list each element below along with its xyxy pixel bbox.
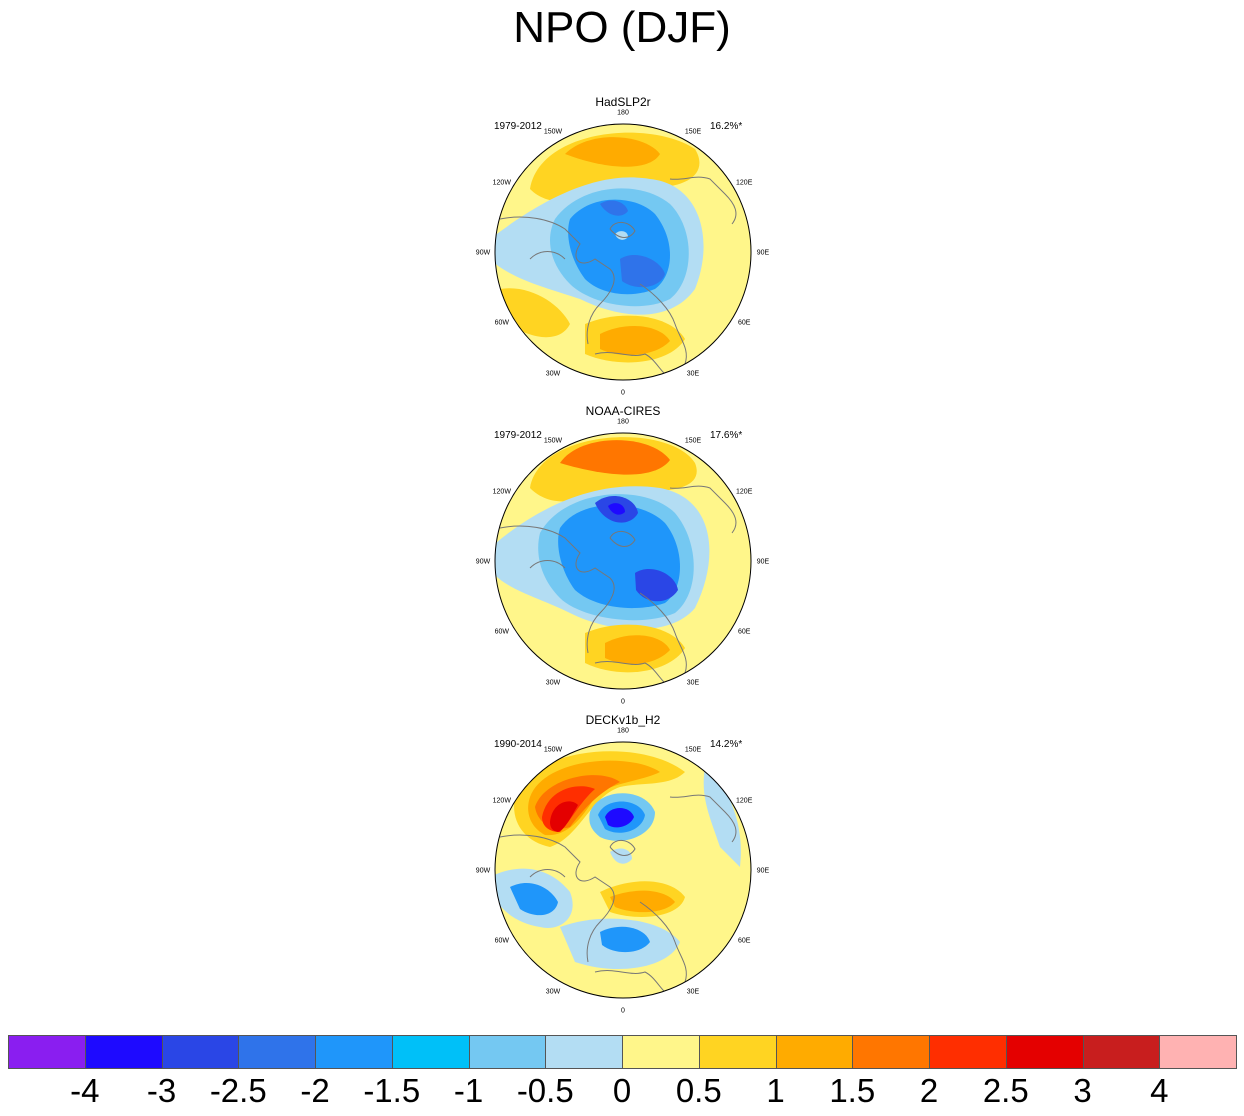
coastlines [499,794,737,998]
longitude-label: 30E [687,989,700,996]
panel-title: NOAA-CIRES [585,404,661,418]
colorbar-swatch [1005,1035,1084,1069]
longitude-label: 90W [476,559,491,566]
colorbar-label: -0.5 [516,1072,574,1109]
longitude-label: 90W [476,868,491,875]
longitude-label: 150W [544,746,563,753]
panel-years: 1979-2012 [494,430,542,441]
colorbar-swatch [929,1035,1007,1069]
longitude-label: 120W [493,489,512,496]
colorbar-swatch [315,1035,393,1069]
longitude-label: 30W [546,680,561,687]
colorbar-label: 3 [1073,1072,1092,1109]
longitude-label: 150W [544,437,563,444]
longitude-label: 180 [617,110,629,117]
longitude-label: 150E [685,437,702,444]
longitude-label: 30W [546,989,561,996]
longitude-label: 60E [738,629,751,636]
polar-map: 180 150E 120E 90E 60E 30E 0 30W 60W 90W 120W 150W [476,728,770,1014]
longitude-label: 180 [617,728,629,735]
panel-years: 1990-2014 [494,739,542,750]
main-title: NPO (DJF) [513,3,731,52]
polar-map: 180 150E 120E 90E 60E 30E 0 30W 60W 90W 120W 150W [476,110,770,396]
colorbar-label: 1.5 [829,1072,876,1109]
colorbar-swatch [852,1035,930,1069]
coastlines [499,176,737,380]
longitude-label: 150E [685,746,702,753]
longitude-label: 60W [495,320,510,327]
colorbar-label: 1 [766,1072,785,1109]
colorbar-label: -1.5 [363,1072,421,1109]
panel-years: 1979-2012 [494,121,542,132]
colorbar-label: 0.5 [675,1072,722,1109]
longitude-label: 90W [476,250,491,257]
panel-title: DECKv1b_H2 [585,713,661,727]
map-panel-deckv1b-h2: DECKv1b_H2 1990-2014 14.2%* [470,713,776,1013]
longitude-label: 60E [738,938,751,945]
contour-fill [495,742,751,998]
longitude-label: 120W [493,798,512,805]
polar-map: 180 150E 120E 90E 60E 30E 0 30W 60W 90W 120W 150W [476,419,770,705]
longitude-label: 120E [736,180,753,187]
longitude-label: 150W [544,128,563,135]
longitude-label: 0 [621,1008,625,1014]
colorbar-label: -4 [70,1072,100,1109]
colorbar-swatch [775,1035,854,1069]
colorbar-swatch [698,1035,777,1069]
colorbar-label: 2.5 [982,1072,1029,1109]
map-border [494,432,752,690]
colorbar-swatch [8,1035,86,1069]
panel-percent: 16.2%* [710,121,743,132]
longitude-label: 30E [687,680,700,687]
longitude-label: 60W [495,629,510,636]
map-border [494,123,752,381]
panel-percent: 14.2%* [710,739,743,750]
colorbar-label: 2 [919,1072,939,1109]
colorbar-swatch [161,1035,240,1069]
longitude-label: 120E [736,489,753,496]
panel-percent: 17.6%* [710,430,743,441]
colorbar-swatch [84,1035,163,1069]
colorbar-label: -1 [453,1072,484,1109]
longitude-label: 30W [546,371,561,378]
longitude-label: 90E [757,250,770,257]
map-border [494,741,752,999]
colorbar-label: -2.5 [209,1072,267,1109]
longitude-label: 0 [621,390,625,396]
colorbar-swatch [468,1035,547,1069]
longitude-label: 90E [757,868,770,875]
map-panel-hadslp2r: HadSLP2r 1979-2012 16.2%* 180 150E [470,95,776,395]
colorbar [8,1035,1237,1069]
longitude-label: 90E [757,559,770,566]
longitude-label: 60W [495,938,510,945]
colorbar-label: -3 [146,1072,177,1109]
colorbar-label: -2 [300,1072,330,1109]
contour-fill [495,433,751,689]
longitude-labels: 180 150E 120E 90E 60E 30E 0 30W 60W 90W 120W 150W [476,110,770,396]
longitude-label: 120E [736,798,753,805]
longitude-label: 0 [621,699,625,705]
longitude-labels: 180 150E 120E 90E 60E 30E 0 30W 60W 90W 120W 150W [476,419,770,705]
longitude-label: 120W [493,180,512,187]
colorbar-swatch [1159,1035,1237,1069]
colorbar-label: 0 [612,1072,632,1109]
colorbar-swatch [391,1035,470,1069]
longitude-label: 30E [687,371,700,378]
panel-title: HadSLP2r [595,95,651,109]
longitude-label: 180 [617,419,629,426]
colorbar-swatch [1082,1035,1161,1069]
colorbar-label: 4 [1150,1072,1169,1109]
colorbar-swatch [545,1035,623,1069]
contour-fill [495,124,751,380]
colorbar-swatch [622,1035,700,1069]
coastlines [499,485,737,689]
map-panel-noaa-cires: NOAA-CIRES 1979-2012 17.6%* 180 150E 120E 9 [470,404,776,704]
colorbar-swatch [238,1035,316,1069]
longitude-label: 60E [738,320,751,327]
longitude-label: 150E [685,128,702,135]
longitude-labels: 180 150E 120E 90E 60E 30E 0 30W 60W 90W 120W 150W [476,728,770,1014]
